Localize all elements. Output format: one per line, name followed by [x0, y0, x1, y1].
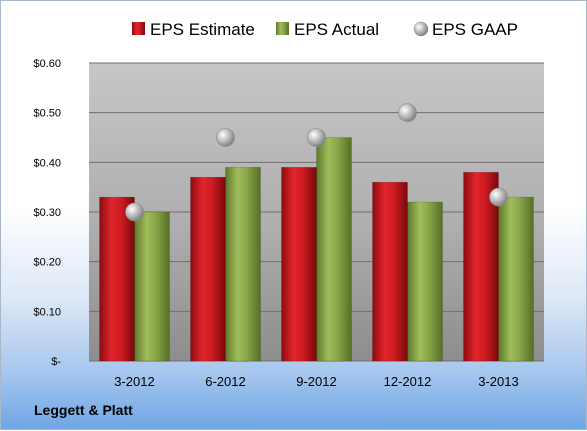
- x-tick-label: 6-2012: [205, 374, 245, 389]
- x-tick-label: 3-2012: [114, 374, 154, 389]
- gaap-markers: [125, 103, 508, 222]
- legend-swatch: [413, 21, 429, 37]
- legend-swatch: [276, 22, 289, 35]
- y-tick-label: $0.20: [33, 257, 61, 269]
- x-tick-label: 3-2013: [478, 374, 518, 389]
- y-tick-label: $0.10: [33, 306, 61, 318]
- brand-label: Leggett & Platt: [34, 402, 133, 418]
- bar-eps-actual: [134, 211, 170, 362]
- legend-label: EPS Actual: [294, 20, 379, 39]
- gaap-marker: [216, 128, 235, 147]
- bar-eps-actual: [225, 167, 261, 362]
- x-tick-label: 12-2012: [384, 374, 432, 389]
- bar-eps-estimate: [99, 196, 135, 362]
- y-axis-ticks: $- $0.10 $0.20 $0.30 $0.40 $0.50 $0.60: [33, 58, 61, 368]
- bar-eps-actual: [407, 201, 443, 362]
- bar-eps-estimate: [281, 167, 317, 362]
- legend-label: EPS Estimate: [150, 20, 255, 39]
- legend-label: EPS GAAP: [432, 20, 518, 39]
- gaap-marker: [489, 187, 508, 207]
- gaap-marker: [398, 103, 417, 122]
- y-tick-label: $0.30: [33, 207, 61, 219]
- bar-eps-actual: [498, 196, 534, 362]
- legend-swatch: [132, 22, 145, 35]
- y-tick-label: $-: [51, 356, 61, 368]
- gaap-marker: [125, 202, 144, 222]
- x-axis-ticks: 3-2012 6-2012 9-2012 12-2012 3-2013: [114, 374, 518, 389]
- gaap-marker: [307, 128, 326, 147]
- legend: EPS Estimate EPS Actual EPS GAAP: [132, 20, 518, 39]
- x-tick-label: 9-2012: [296, 374, 336, 389]
- bar-eps-actual: [316, 137, 352, 362]
- y-tick-label: $0.40: [33, 157, 61, 169]
- y-tick-label: $0.50: [33, 108, 61, 120]
- y-tick-label: $0.60: [33, 58, 61, 70]
- bar-eps-estimate: [190, 176, 226, 362]
- bar-eps-estimate: [372, 181, 408, 362]
